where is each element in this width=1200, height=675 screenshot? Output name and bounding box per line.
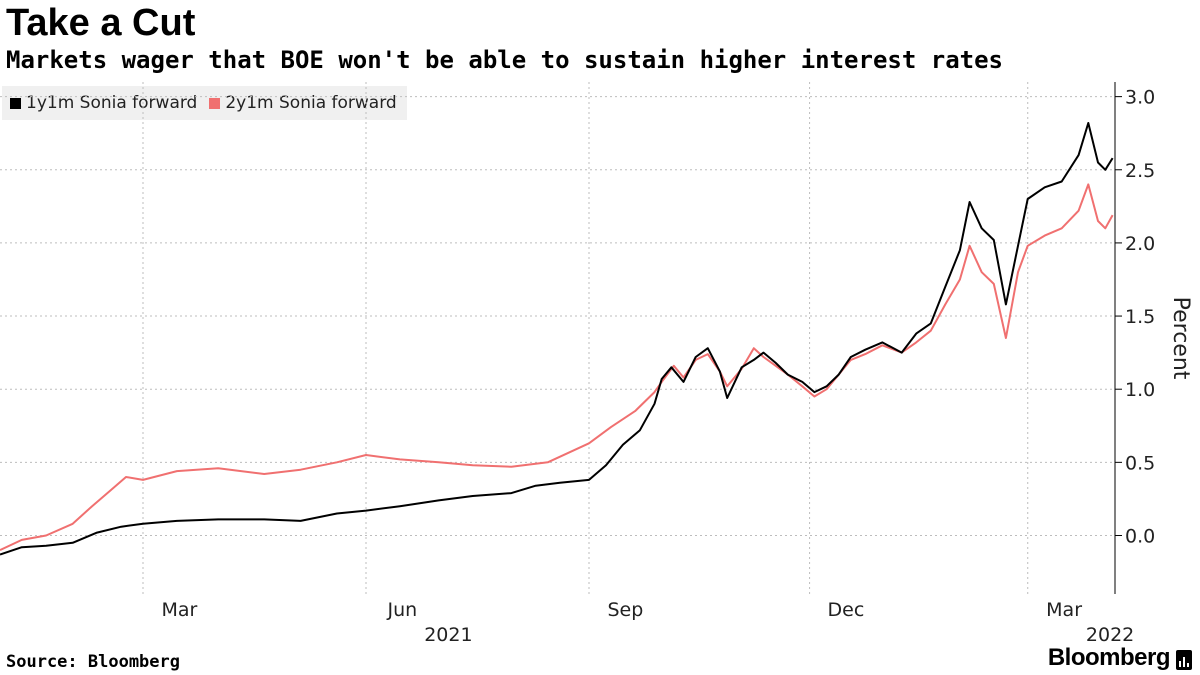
x-tick-label: Jun bbox=[387, 599, 418, 621]
x-year-label: 2022 bbox=[1086, 624, 1134, 646]
series-line-1y1m bbox=[0, 122, 1114, 556]
x-tick-label: Mar bbox=[1046, 599, 1082, 621]
chart-subtitle: Markets wager that BOE won't be able to … bbox=[6, 46, 1003, 74]
y-tick-label: 1.0 bbox=[1125, 379, 1155, 401]
y-tick-label: 2.0 bbox=[1125, 233, 1155, 255]
legend-item-2y1m: 2y1m Sonia forward bbox=[209, 93, 397, 113]
x-tick-label: Sep bbox=[607, 599, 643, 621]
x-tick-label: Mar bbox=[161, 599, 197, 621]
legend-item-1y1m: 1y1m Sonia forward bbox=[10, 93, 197, 113]
source-note: Source: Bloomberg bbox=[6, 652, 180, 672]
legend: 1y1m Sonia forward 2y1m Sonia forward bbox=[2, 86, 407, 120]
legend-label-2y1m: 2y1m Sonia forward bbox=[225, 93, 397, 113]
legend-swatch-2y1m bbox=[209, 97, 221, 109]
x-tick-label: Dec bbox=[828, 599, 865, 621]
series-line-2y1m bbox=[0, 183, 1114, 552]
y-tick-label: 3.0 bbox=[1125, 87, 1155, 109]
brand-wordmark: Bloomberg bbox=[1047, 644, 1171, 671]
y-axis-title: Percent bbox=[1168, 297, 1193, 380]
bloomberg-terminal-icon bbox=[1176, 650, 1192, 670]
legend-label-1y1m: 1y1m Sonia forward bbox=[26, 93, 198, 113]
y-tick-label: 1.5 bbox=[1125, 306, 1155, 328]
y-tick-label: 2.5 bbox=[1125, 160, 1155, 182]
y-tick-label: 0.0 bbox=[1125, 525, 1155, 547]
x-year-label: 2021 bbox=[424, 624, 472, 646]
chart-title: Take a Cut bbox=[6, 2, 196, 44]
legend-swatch-1y1m bbox=[10, 97, 21, 109]
y-tick-label: 0.5 bbox=[1125, 452, 1155, 474]
